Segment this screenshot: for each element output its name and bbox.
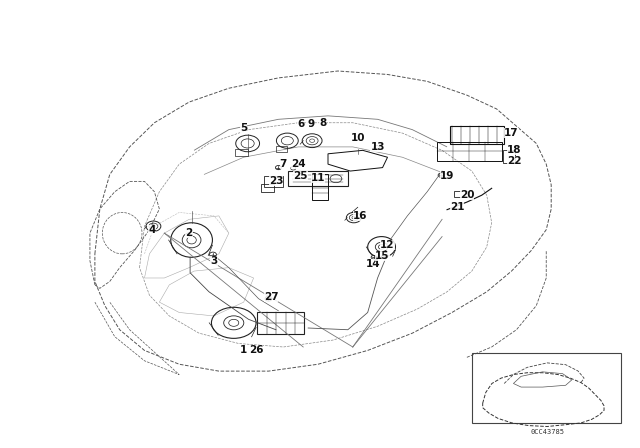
Text: 25: 25 (294, 171, 308, 181)
Text: 22: 22 (507, 156, 521, 166)
Text: 19: 19 (440, 171, 454, 181)
Bar (437, 142, 502, 161)
Text: 16: 16 (353, 211, 367, 221)
Bar (257, 312, 305, 334)
Text: 26: 26 (249, 345, 263, 355)
Text: 11: 11 (311, 173, 325, 183)
Text: 6: 6 (297, 120, 305, 129)
Text: 8: 8 (319, 118, 326, 128)
Text: 5: 5 (240, 123, 247, 133)
Bar (454, 191, 468, 197)
Text: 3: 3 (211, 256, 218, 266)
Text: 9: 9 (307, 120, 314, 129)
Bar (276, 146, 287, 152)
Bar (235, 149, 248, 156)
Text: 21: 21 (450, 202, 464, 212)
Bar (503, 150, 515, 164)
Text: 13: 13 (371, 142, 385, 152)
Text: 14: 14 (365, 259, 380, 269)
Text: 20: 20 (460, 190, 474, 200)
Text: 18: 18 (507, 145, 521, 155)
Bar (260, 185, 275, 192)
Text: 23: 23 (269, 177, 283, 186)
Bar (312, 174, 328, 200)
Bar (288, 172, 348, 186)
Text: 15: 15 (375, 250, 390, 261)
Bar (472, 353, 621, 423)
Text: 2: 2 (186, 228, 193, 238)
Text: 4: 4 (148, 225, 156, 235)
Text: 27: 27 (264, 292, 278, 302)
Text: 24: 24 (291, 159, 305, 169)
Text: 17: 17 (504, 128, 519, 138)
Text: 0CC43785: 0CC43785 (530, 429, 564, 435)
Text: 7: 7 (280, 159, 287, 169)
Text: 10: 10 (351, 133, 365, 143)
Bar (449, 125, 504, 145)
Text: 1: 1 (240, 345, 247, 355)
Bar (264, 176, 284, 187)
Text: 12: 12 (380, 240, 395, 250)
